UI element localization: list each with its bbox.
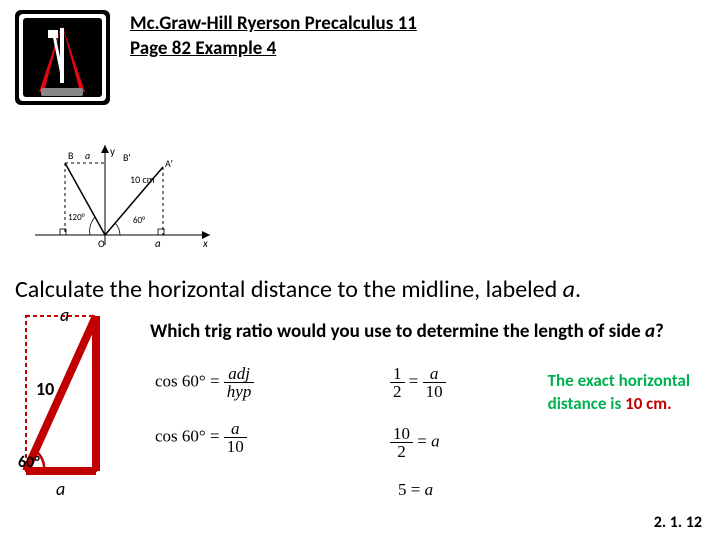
triangle-top-label: a <box>60 304 69 326</box>
question-var: a <box>645 320 655 343</box>
instruction-text: Calculate the horizontal distance to the… <box>15 275 581 304</box>
question-text: Which trig ratio would you use to determ… <box>150 320 664 343</box>
svg-text:60°: 60° <box>133 215 145 226</box>
title-line-2: Page 82 Example 4 <box>130 37 417 62</box>
answer-l2-val: 10 cm <box>625 393 667 414</box>
title-line-1: Mc.Graw-Hill Ryerson Precalculus 11 <box>130 12 417 37</box>
triangle-hyp-label: 10 <box>36 378 54 400</box>
answer-text: The exact horizontal distance is 10 cm. <box>548 370 690 416</box>
svg-text:120°: 120° <box>68 212 85 223</box>
svg-text:10 cm: 10 cm <box>130 173 155 186</box>
formula-ten-half: 102 = a <box>390 425 440 460</box>
svg-text:B′: B′ <box>123 151 130 164</box>
svg-text:a: a <box>85 149 90 162</box>
f3-eq: = <box>405 371 423 390</box>
f5-l: 5 = <box>398 480 425 499</box>
formula-cos-def: cos 60° = adjhyp <box>155 365 254 400</box>
instruction-suffix: . <box>575 275 581 304</box>
f3-ld: 2 <box>390 383 405 400</box>
f4-r: a <box>431 431 440 450</box>
answer-l2-pre: distance is <box>548 393 625 414</box>
question-prefix: Which trig ratio would you use to determ… <box>150 320 645 343</box>
svg-text:A′: A′ <box>165 157 173 170</box>
title-block: Mc.Graw-Hill Ryerson Precalculus 11 Page… <box>130 10 417 61</box>
header: Mc.Graw-Hill Ryerson Precalculus 11 Page… <box>0 0 720 105</box>
instruction-var: a <box>563 275 575 304</box>
svg-text:y: y <box>110 145 115 158</box>
instruction-prefix: Calculate the horizontal distance to the… <box>15 275 563 304</box>
triangle-figure: a 10 60° a <box>20 310 140 490</box>
formula-half-eq: 12 = a10 <box>390 365 446 400</box>
triangle-bottom-label: a <box>56 478 65 500</box>
f2-num: a <box>224 420 247 438</box>
metronome-icon <box>15 10 110 105</box>
formula-cos-sub: cos 60° = a10 <box>155 420 247 455</box>
answer-l2-post: . <box>667 393 672 414</box>
formula-result: 5 = a <box>398 480 433 500</box>
f1-num: adj <box>224 365 255 383</box>
svg-text:a: a <box>155 237 161 250</box>
f4-d: 2 <box>390 443 413 460</box>
f3-rn: a <box>423 365 446 383</box>
question-suffix: ? <box>655 320 664 343</box>
triangle-angle-label: 60° <box>18 453 40 472</box>
svg-text:O: O <box>98 237 105 250</box>
f1-lhs: cos 60° = <box>155 371 220 390</box>
f3-ln: 1 <box>390 365 405 383</box>
coordinate-diagram: B y B′ A′ 10 cm 120° 60° O a x a <box>35 145 215 260</box>
f4-n: 10 <box>390 425 413 443</box>
f3-rd: 10 <box>423 383 446 400</box>
svg-text:x: x <box>202 237 208 250</box>
f2-lhs: cos 60° = <box>155 426 220 445</box>
f5-r: a <box>425 480 434 499</box>
slide-number: 2. 1. 12 <box>654 513 702 532</box>
answer-l1: The exact horizontal <box>548 370 690 393</box>
svg-text:B: B <box>68 149 74 162</box>
f4-eq: = <box>413 431 431 450</box>
f1-den: hyp <box>224 383 255 400</box>
f2-den: 10 <box>224 438 247 455</box>
